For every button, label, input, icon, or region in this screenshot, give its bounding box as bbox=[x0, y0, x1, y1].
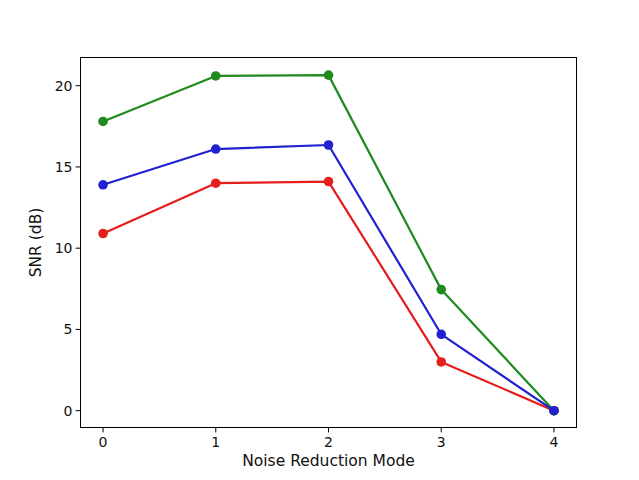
blue-series-marker bbox=[324, 140, 334, 150]
y-tick-label: 15 bbox=[55, 159, 73, 175]
green-series-marker bbox=[98, 117, 108, 127]
red-series-marker bbox=[324, 177, 334, 187]
green-series-marker bbox=[436, 285, 446, 295]
x-tick-label: 1 bbox=[211, 434, 220, 450]
x-tick-label: 0 bbox=[99, 434, 108, 450]
blue-series-marker bbox=[211, 144, 221, 154]
red-series-marker bbox=[436, 357, 446, 367]
y-tick-label: 5 bbox=[64, 321, 73, 337]
green-series-line bbox=[103, 75, 554, 411]
snr-line-chart: 0 1 2 3 4 0 5 10 15 20 Noise Reduction Mode SNR … bbox=[0, 0, 639, 480]
red-series-marker bbox=[98, 229, 108, 239]
y-axis-ticks: 0 5 10 15 20 bbox=[55, 78, 81, 419]
y-axis-label: SNR (dB) bbox=[27, 208, 45, 278]
y-tick-label: 20 bbox=[55, 78, 73, 94]
x-tick-label: 3 bbox=[437, 434, 446, 450]
plot-area bbox=[81, 58, 577, 428]
red-series-marker bbox=[211, 178, 221, 188]
x-axis-ticks: 0 1 2 3 4 bbox=[99, 428, 559, 450]
x-axis-label: Noise Reduction Mode bbox=[242, 452, 415, 470]
red-series-line bbox=[103, 182, 554, 411]
green-series-marker bbox=[211, 71, 221, 81]
green-series-marker bbox=[324, 70, 334, 80]
blue-series-marker bbox=[98, 180, 108, 190]
x-tick-label: 2 bbox=[324, 434, 333, 450]
y-tick-label: 10 bbox=[55, 240, 73, 256]
chart-series bbox=[98, 70, 559, 415]
blue-series-marker bbox=[436, 330, 446, 340]
x-tick-label: 4 bbox=[549, 434, 558, 450]
blue-series-marker bbox=[549, 406, 559, 416]
figure: 0 1 2 3 4 0 5 10 15 20 Noise Reduction Mode SNR … bbox=[0, 0, 639, 480]
y-tick-label: 0 bbox=[64, 403, 73, 419]
